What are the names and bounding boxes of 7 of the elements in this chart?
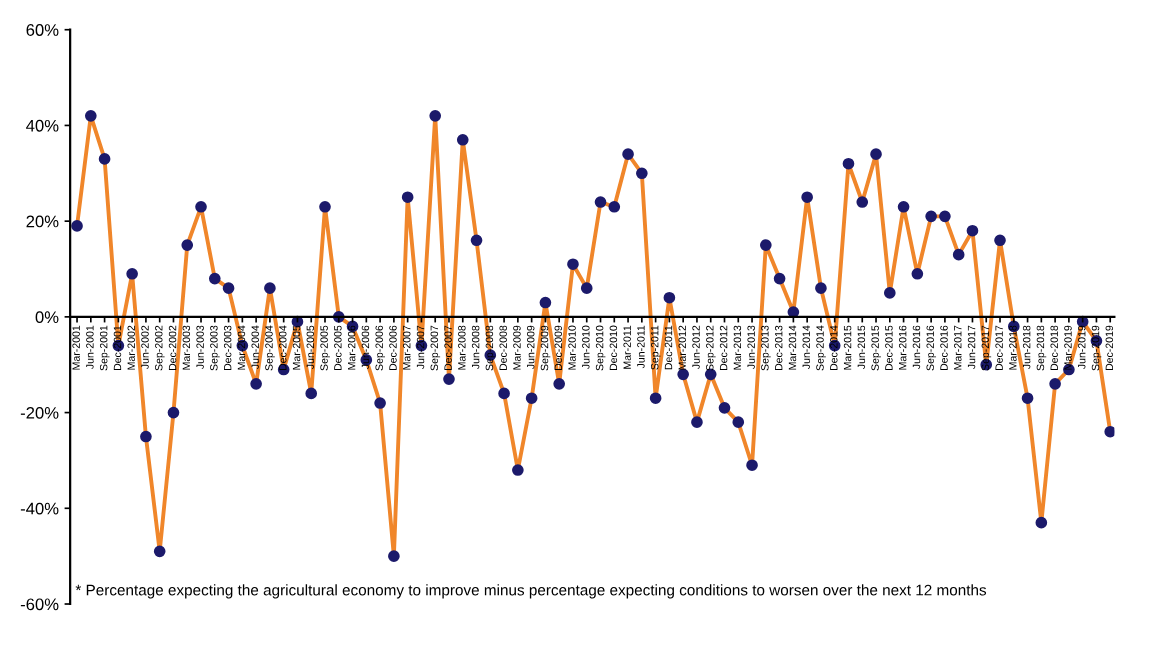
y-tick-label: 40% <box>26 119 59 132</box>
y-tick-label: 20% <box>26 215 59 228</box>
y-tick-label: 0% <box>35 311 59 324</box>
y-tick-label: -60% <box>20 598 59 611</box>
y-tick-label: -20% <box>20 406 59 419</box>
y-tick-label: -40% <box>20 502 59 515</box>
y-tick-label: 60% <box>26 24 59 36</box>
